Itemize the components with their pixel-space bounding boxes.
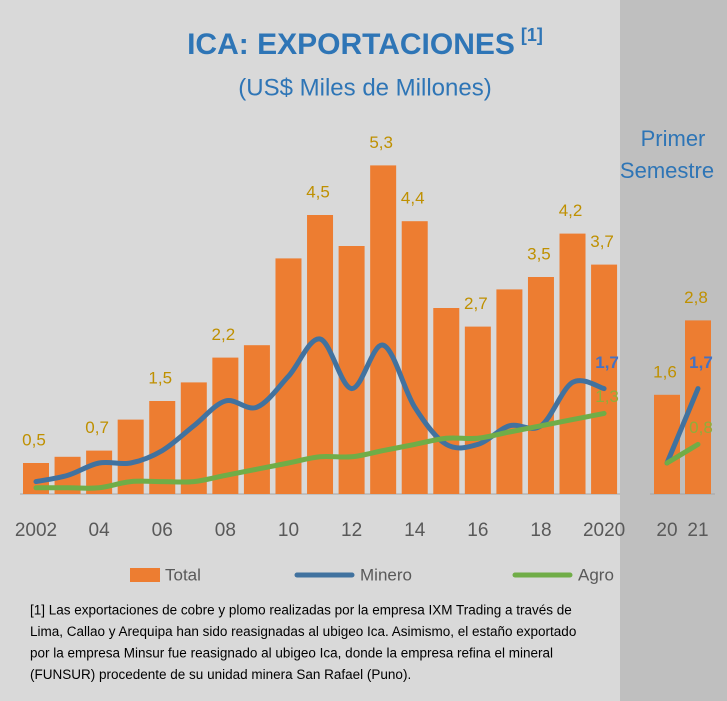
- x-tick-label: 12: [341, 520, 362, 541]
- bar: [401, 221, 428, 494]
- value-label: 4,4: [401, 189, 425, 208]
- bar: [464, 326, 491, 494]
- value-label: 4,5: [306, 182, 330, 201]
- panel-label: Semestre: [620, 158, 714, 183]
- x-tick-label: 06: [152, 520, 173, 541]
- value-label: 2,2: [212, 325, 236, 344]
- footnote: por la empresa Minsur fue reasignado al …: [30, 646, 553, 661]
- value-label: 1,7: [595, 353, 619, 372]
- value-label: 5,3: [369, 133, 393, 152]
- x-tick-label: 10: [278, 520, 299, 541]
- x-tick-label: 08: [215, 520, 236, 541]
- chart-title: ICA: EXPORTACIONES [1]: [187, 25, 543, 61]
- legend-label: Agro: [578, 565, 614, 584]
- x-tick-label: 04: [89, 520, 111, 541]
- title-text: ICA: EXPORTACIONES: [187, 28, 515, 61]
- x-tick-label: 2002: [15, 520, 57, 541]
- bar: [527, 277, 554, 494]
- line: [664, 441, 701, 466]
- x-tick-label: 18: [530, 520, 551, 541]
- footnote: [1] Las exportaciones de cobre y plomo r…: [30, 603, 572, 618]
- x-tick-label: 2020: [583, 520, 625, 541]
- bar: [559, 233, 586, 494]
- line: [664, 386, 701, 466]
- line: [33, 336, 607, 485]
- value-label: 2,7: [464, 294, 488, 313]
- value-label: 1,3: [595, 387, 619, 406]
- bar: [433, 308, 460, 494]
- value-label: 1,6: [653, 362, 677, 381]
- bar: [591, 264, 618, 494]
- value-label: 3,7: [590, 232, 614, 251]
- x-tick-label: 21: [687, 520, 708, 541]
- bar: [338, 246, 365, 494]
- value-label: 0,5: [22, 430, 46, 449]
- value-label: 3,5: [527, 244, 551, 263]
- legend-label: Total: [165, 565, 201, 584]
- footnote: Lima, Callao y Arequipa han sido reasign…: [30, 624, 576, 639]
- footnote: (FUNSUR) procedente de su unidad minera …: [30, 667, 411, 682]
- bar: [496, 289, 523, 494]
- x-tick-label: 20: [656, 520, 677, 541]
- value-label: 4,2: [559, 201, 583, 220]
- line: [33, 410, 607, 491]
- value-label: 0,7: [85, 418, 109, 437]
- title-note: [1]: [521, 25, 543, 45]
- bar: [180, 382, 207, 494]
- bar: [370, 165, 397, 494]
- x-tick-label: 16: [467, 520, 488, 541]
- value-label: 1,5: [148, 368, 172, 387]
- value-label: 2,8: [684, 288, 708, 307]
- chart-subtitle: (US$ Miles de Millones): [238, 74, 491, 101]
- panel-label: Primer: [641, 126, 706, 151]
- value-label: 1,7: [689, 353, 713, 372]
- legend-label: Minero: [360, 565, 412, 584]
- x-tick-label: 14: [404, 520, 426, 541]
- legend-swatch: [130, 568, 160, 582]
- value-label: 0,8: [689, 418, 713, 437]
